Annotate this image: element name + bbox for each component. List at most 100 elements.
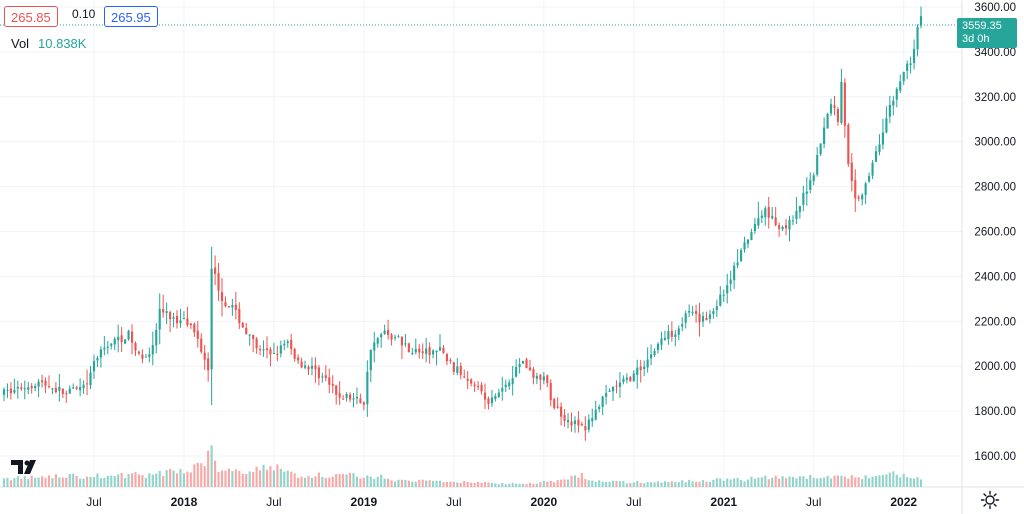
volume-bar	[224, 470, 227, 487]
volume-bar	[795, 478, 798, 487]
candle-body	[30, 385, 33, 389]
volume-bar	[82, 478, 85, 487]
volume-bar	[85, 476, 89, 487]
volume-bar	[241, 473, 244, 487]
volume-bar	[27, 479, 30, 487]
volume-bar	[701, 480, 705, 487]
candle-body	[314, 365, 317, 370]
volume-bar	[919, 479, 923, 487]
volume-bar	[359, 478, 362, 487]
volume-bar	[34, 477, 37, 487]
volume-bar	[196, 462, 199, 487]
candle-body	[411, 352, 414, 354]
volume-bar	[556, 480, 559, 487]
candle-body	[504, 384, 507, 387]
volume-bar	[771, 477, 774, 487]
candle-body	[660, 338, 663, 345]
volume-bar	[470, 482, 473, 487]
candle-body	[387, 329, 390, 335]
volume-value: 10.838K	[38, 36, 87, 51]
volume-bar	[234, 469, 237, 487]
candle-body	[743, 242, 746, 250]
candle-body	[909, 63, 912, 66]
volume-bar	[753, 478, 756, 487]
candle-body	[425, 348, 428, 354]
volume-bar	[352, 473, 355, 487]
volume-bar	[542, 480, 545, 487]
candle-body	[791, 220, 795, 222]
last-price-tag: 3559.35 3d 0h	[957, 18, 1017, 48]
volume-bar	[362, 477, 365, 487]
volume-bar	[750, 476, 753, 487]
candle-body	[432, 350, 435, 355]
volume-bar	[836, 475, 840, 487]
volume-bar	[179, 468, 182, 487]
candle-body	[746, 239, 750, 244]
tradingview-logo-icon[interactable]	[10, 458, 42, 476]
volume-bars	[2, 445, 923, 487]
volume-bar	[511, 482, 514, 487]
candle-body	[300, 361, 303, 368]
volume-bar	[684, 482, 687, 487]
candle-body	[508, 382, 511, 387]
volume-bar	[220, 470, 224, 487]
volume-bar	[525, 483, 528, 487]
volume-bar	[739, 480, 743, 487]
volume-bar	[864, 475, 867, 487]
volume-bar	[823, 477, 826, 487]
candle-body	[805, 191, 808, 194]
volume-bar	[175, 473, 179, 487]
volume-bar	[338, 473, 341, 487]
candle-body	[521, 360, 525, 364]
volume-bar	[165, 470, 168, 487]
y-tick-label: 2800.00	[974, 182, 1016, 194]
volume-bar	[393, 481, 397, 487]
volume-bar	[712, 479, 715, 487]
volume-bar	[781, 476, 784, 487]
volume-bar	[89, 476, 92, 487]
candle-body	[871, 162, 874, 176]
candle-body	[653, 351, 656, 355]
candle-body	[760, 215, 763, 218]
candle-body	[850, 162, 853, 181]
candle-body	[566, 420, 570, 423]
candle-body	[283, 343, 286, 346]
candle-body	[608, 390, 611, 392]
candle-body	[833, 105, 836, 108]
bid-price-box[interactable]: 265.85	[4, 6, 58, 27]
candle-body	[418, 348, 421, 353]
x-tick-label: Jul	[626, 495, 641, 509]
candle-body	[137, 351, 141, 354]
candle-body	[913, 48, 916, 64]
volume-bar	[605, 481, 608, 487]
candle-body	[279, 345, 282, 354]
volume-bar	[400, 479, 404, 487]
volume-bar	[186, 471, 189, 487]
volume-bar	[37, 477, 40, 487]
volume-bar	[290, 471, 293, 487]
candle-body	[726, 285, 729, 294]
volume-bar	[255, 466, 258, 487]
candle-body	[816, 155, 819, 175]
gear-icon[interactable]	[980, 490, 1000, 510]
candle-body	[601, 396, 604, 408]
candle-body	[72, 387, 75, 389]
volume-bar	[79, 478, 82, 487]
volume-bar	[245, 473, 248, 487]
candle-body	[584, 426, 587, 431]
candle-body	[182, 318, 186, 320]
volume-bar	[210, 445, 213, 487]
candle-body	[840, 81, 843, 123]
candle-body	[400, 336, 404, 346]
candle-body	[179, 320, 182, 324]
candle-body	[414, 348, 417, 353]
candle-body	[854, 179, 857, 199]
ask-price-box[interactable]: 265.95	[104, 6, 158, 27]
candle-body	[553, 399, 556, 408]
bar-countdown: 3d 0h	[962, 33, 990, 45]
volume-bar	[483, 481, 487, 487]
volume-bar	[736, 477, 739, 487]
candle-body	[546, 375, 549, 384]
volume-bar	[591, 480, 594, 487]
